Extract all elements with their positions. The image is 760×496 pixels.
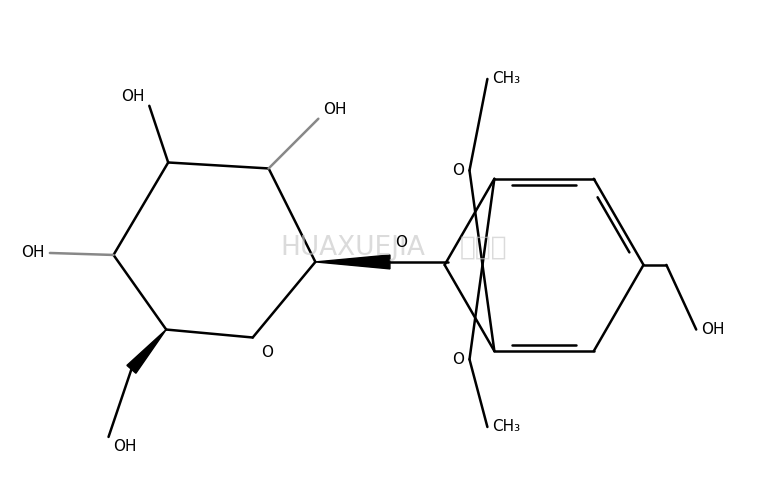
Text: OH: OH xyxy=(121,89,144,104)
Text: CH₃: CH₃ xyxy=(492,420,521,434)
Text: O: O xyxy=(261,345,273,361)
Text: 化学加: 化学加 xyxy=(460,235,507,261)
Text: O: O xyxy=(452,352,464,367)
Text: HUAXUEJIA: HUAXUEJIA xyxy=(280,235,426,261)
Text: OH: OH xyxy=(21,246,45,260)
Text: O: O xyxy=(395,235,407,250)
Polygon shape xyxy=(315,255,390,269)
Text: OH: OH xyxy=(113,439,137,454)
Text: O: O xyxy=(452,163,464,178)
Text: OH: OH xyxy=(323,102,347,117)
Polygon shape xyxy=(127,329,166,373)
Text: CH₃: CH₃ xyxy=(492,71,521,86)
Text: OH: OH xyxy=(701,322,725,337)
